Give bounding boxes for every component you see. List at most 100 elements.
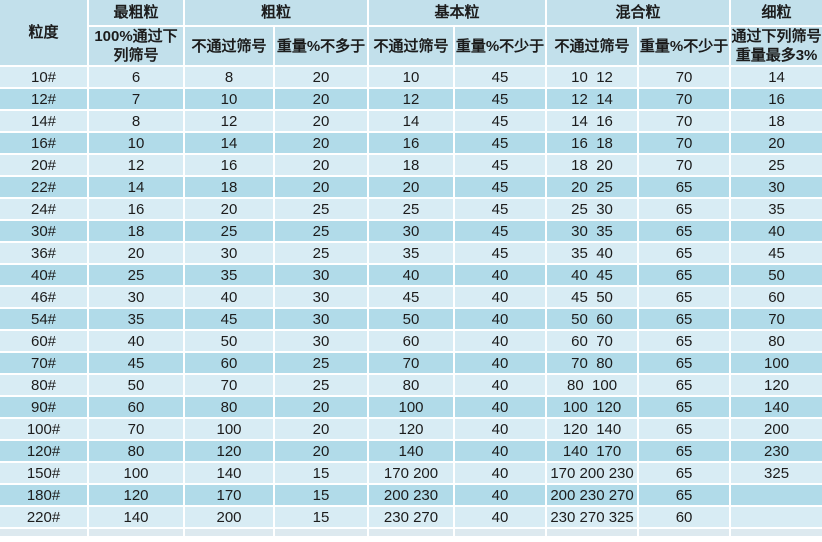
value-cell: 200 230 270: [545, 483, 640, 507]
value-cell: 65: [637, 439, 732, 463]
value-cell: 170 200 230: [545, 461, 640, 485]
value-cell: 20: [272, 109, 370, 133]
value-cell: 70: [637, 153, 732, 177]
table-row: 120# 80 120 20 140 40 140 170 65 230: [0, 439, 822, 463]
value-cell: 20: [87, 241, 185, 265]
value-cell: 14: [367, 109, 456, 133]
value-cell: 35 40: [545, 241, 640, 265]
value-cell: 15: [272, 505, 370, 529]
value-cell: 65: [637, 263, 732, 287]
value-cell: 45: [183, 307, 275, 331]
value-cell: 35: [367, 241, 456, 265]
value-cell: 40: [87, 329, 185, 353]
value-cell: 325: [729, 461, 822, 485]
row-grit-label-cell: 30#: [0, 219, 89, 243]
value-cell: 14: [183, 131, 275, 155]
value-cell: 45: [453, 87, 548, 111]
value-cell: 70: [637, 87, 732, 111]
table-row: 16# 10 14 20 16 45 16 18 70 20: [0, 131, 822, 155]
value-cell: 65: [637, 285, 732, 309]
value-cell: 8: [87, 109, 185, 133]
table-row: 80# 50 70 25 80 40 80 100 65 120: [0, 373, 822, 397]
value-cell: 65: [637, 461, 732, 485]
value-cell: 20: [272, 395, 370, 419]
value-cell: 65: [637, 417, 732, 441]
value-cell: 230 270 325: [545, 505, 640, 529]
table-row: 40# 25 35 30 40 40 40 45 65 50: [0, 263, 822, 287]
value-cell: 30: [87, 285, 185, 309]
value-cell: 18: [729, 109, 822, 133]
value-cell: 25: [272, 219, 370, 243]
value-cell: 230: [729, 439, 822, 463]
row-grit-label-cell: 220#: [0, 505, 89, 529]
partial-cell: [183, 527, 275, 536]
value-cell: 140 170: [545, 439, 640, 463]
table-row: 22# 14 18 20 20 45 20 25 65 30: [0, 175, 822, 199]
header-sub-coarsest-pass: 100%通过下 列筛号: [88, 25, 185, 67]
table-row: 20# 12 16 20 18 45 18 20 70 25: [0, 153, 822, 177]
value-cell: 65: [637, 373, 732, 397]
value-cell: 25: [272, 351, 370, 375]
header-group-coarsest: 最粗粒: [87, 0, 185, 27]
value-cell: 40: [453, 263, 548, 287]
value-cell: 7: [87, 87, 185, 111]
row-grit-label-cell: 180#: [0, 483, 89, 507]
value-cell: 45: [453, 131, 548, 155]
partial-cell: [545, 527, 640, 536]
value-cell: 60: [637, 505, 732, 529]
value-cell: 65: [637, 395, 732, 419]
value-cell: 16: [729, 87, 822, 111]
partial-cell: [367, 527, 456, 536]
value-cell: 70: [637, 65, 732, 89]
row-grit-label-cell: 46#: [0, 285, 89, 309]
row-grit-label-cell: 60#: [0, 329, 89, 353]
value-cell: 14 16: [545, 109, 640, 133]
table-row: 30# 18 25 25 30 45 30 35 65 40: [0, 219, 822, 243]
value-cell: 50: [729, 263, 822, 287]
table-row: 14# 8 12 20 14 45 14 16 70 18: [0, 109, 822, 133]
partial-row-sliver: [0, 527, 822, 536]
value-cell: 20: [272, 131, 370, 155]
value-cell: 14: [87, 175, 185, 199]
value-cell: 45 50: [545, 285, 640, 309]
value-cell: 120: [367, 417, 456, 441]
value-cell: 40: [367, 263, 456, 287]
value-cell: 20: [272, 87, 370, 111]
value-cell: 45: [453, 175, 548, 199]
value-cell: 170 200: [367, 461, 456, 485]
value-cell: 25: [729, 153, 822, 177]
value-cell: 140: [729, 395, 822, 419]
value-cell: 200 230: [367, 483, 456, 507]
value-cell: 20: [272, 153, 370, 177]
value-cell: 40: [453, 285, 548, 309]
row-grit-label-cell: 22#: [0, 175, 89, 199]
table-row: 70# 45 60 25 70 40 70 80 65 100: [0, 351, 822, 375]
value-cell: 15: [272, 483, 370, 507]
value-cell: 25: [87, 263, 185, 287]
value-cell: 140: [183, 461, 275, 485]
value-cell: 120: [87, 483, 185, 507]
value-cell: 14: [729, 65, 822, 89]
value-cell: 80: [729, 329, 822, 353]
table-row: 150# 100 140 15 170 200 40 170 200 230 65 325: [0, 461, 822, 485]
header-sub-basic-weight: 重量%不少于: [453, 25, 548, 67]
value-cell: 6: [87, 65, 185, 89]
value-cell: 50 60: [545, 307, 640, 331]
row-grit-label-cell: 10#: [0, 65, 89, 89]
value-cell: 20: [367, 175, 456, 199]
row-grit-label-cell: 16#: [0, 131, 89, 155]
value-cell: 10: [87, 131, 185, 155]
value-cell: 30: [272, 307, 370, 331]
value-cell: 25: [272, 373, 370, 397]
header-size-column: 粒度: [0, 0, 89, 67]
value-cell: 65: [637, 483, 732, 507]
value-cell: 18: [87, 219, 185, 243]
header-sub-fine-pass: 通过下列筛号 重量最多3%: [729, 25, 822, 67]
value-cell: 30: [183, 241, 275, 265]
partial-cell: [0, 527, 89, 536]
value-cell: 120: [729, 373, 822, 397]
value-cell: 40: [453, 505, 548, 529]
value-cell: 120: [183, 439, 275, 463]
value-cell: 40 45: [545, 263, 640, 287]
row-grit-label-cell: 150#: [0, 461, 89, 485]
